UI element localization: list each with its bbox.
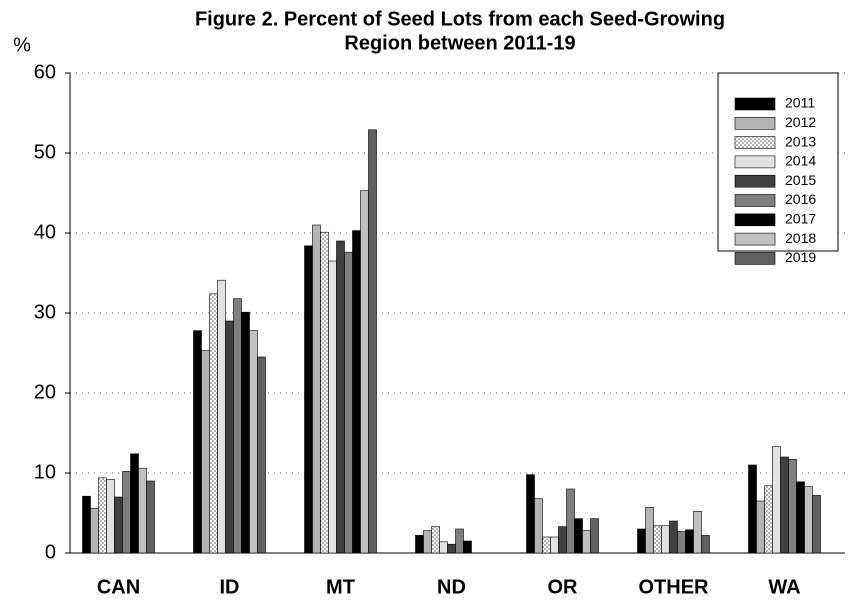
bar: [217, 279, 226, 554]
bar: [550, 536, 559, 554]
legend-swatch: [734, 213, 776, 227]
bar: [637, 528, 646, 554]
bar: [114, 496, 123, 554]
bar: [590, 518, 599, 554]
legend-swatch: [734, 117, 776, 130]
legend-label: 2015: [785, 172, 816, 188]
legend-swatch: [734, 232, 776, 246]
bar: [796, 481, 805, 554]
bar: [661, 525, 670, 554]
bar: [701, 535, 710, 554]
legend-swatch: [734, 155, 776, 169]
bar: [82, 495, 91, 554]
legend-swatch: [734, 194, 776, 207]
bar: [312, 224, 321, 554]
bar: [336, 240, 345, 554]
bar: [344, 251, 353, 554]
legend-swatch: [734, 97, 776, 111]
bar: [645, 507, 654, 554]
bar: [106, 479, 115, 554]
bar: [669, 520, 678, 554]
x-tick-label: ID: [220, 576, 240, 598]
y-tick-label: 50: [34, 141, 56, 163]
y-axis-label: %: [13, 34, 31, 56]
x-tick-label: WA: [768, 576, 800, 598]
bar: [748, 464, 757, 554]
bar: [558, 526, 567, 554]
bar: [534, 498, 543, 554]
x-tick-label: OR: [548, 576, 579, 598]
bar: [566, 488, 575, 554]
bar: [756, 500, 765, 554]
bar: [764, 485, 773, 554]
bar: [352, 230, 361, 554]
legend-label: 2011: [785, 95, 815, 111]
legend-label: 2017: [785, 211, 816, 227]
bar: [209, 293, 218, 554]
bar: [582, 530, 591, 554]
bar: [328, 260, 337, 554]
bar: [241, 311, 250, 554]
bar: [431, 526, 440, 554]
y-tick-label: 60: [34, 61, 56, 83]
bar: [201, 350, 210, 554]
bar: [193, 330, 202, 554]
bar: [447, 543, 456, 554]
bar: [685, 529, 694, 554]
bar: [423, 530, 432, 554]
bar: [677, 531, 686, 554]
bar: [812, 495, 821, 554]
bar: [257, 356, 266, 554]
legend-swatch: [734, 252, 776, 265]
bar: [439, 541, 448, 554]
bar: [233, 298, 242, 554]
bar: [574, 518, 583, 554]
legend-label: 2018: [785, 230, 816, 246]
y-tick-label: 20: [34, 381, 56, 403]
y-tick-label: 40: [34, 221, 56, 243]
x-tick-label: CAN: [97, 576, 140, 598]
bar: [415, 535, 424, 554]
bar: [804, 486, 813, 554]
y-tick-label: 0: [45, 541, 56, 563]
bar: [653, 525, 662, 554]
legend-label: 2016: [785, 191, 816, 207]
bar: [122, 471, 131, 554]
legend-label: 2013: [785, 133, 816, 149]
legend-label: 2012: [785, 114, 816, 130]
bar: [320, 231, 329, 554]
bar: [542, 536, 551, 554]
bar: [693, 511, 702, 554]
bar: [368, 129, 377, 554]
bar: [772, 446, 781, 554]
bar: [780, 456, 789, 554]
bar: [98, 477, 107, 554]
bar: [526, 474, 535, 554]
legend-label: 2014: [785, 153, 816, 169]
bar: [463, 540, 472, 554]
legend-label: 2019: [785, 249, 816, 265]
x-tick-label: OTHER: [639, 576, 710, 598]
bar: [249, 330, 258, 554]
bar: [146, 480, 155, 554]
y-tick-label: 30: [34, 301, 56, 323]
x-tick-label: MT: [326, 576, 355, 598]
chart-title: Figure 2. Percent of Seed Lots from each…: [195, 8, 725, 30]
bar: [360, 190, 369, 554]
bar: [225, 320, 234, 554]
y-tick-label: 10: [34, 461, 56, 483]
chart-title: Region between 2011-19: [344, 32, 575, 54]
bar: [304, 245, 313, 554]
x-tick-label: ND: [437, 576, 466, 598]
bar: [130, 453, 139, 554]
bar: [90, 507, 99, 554]
bar: [455, 528, 464, 554]
legend-swatch: [734, 136, 776, 149]
bar: [788, 459, 797, 554]
bar: [138, 467, 147, 554]
legend-swatch: [734, 174, 776, 188]
